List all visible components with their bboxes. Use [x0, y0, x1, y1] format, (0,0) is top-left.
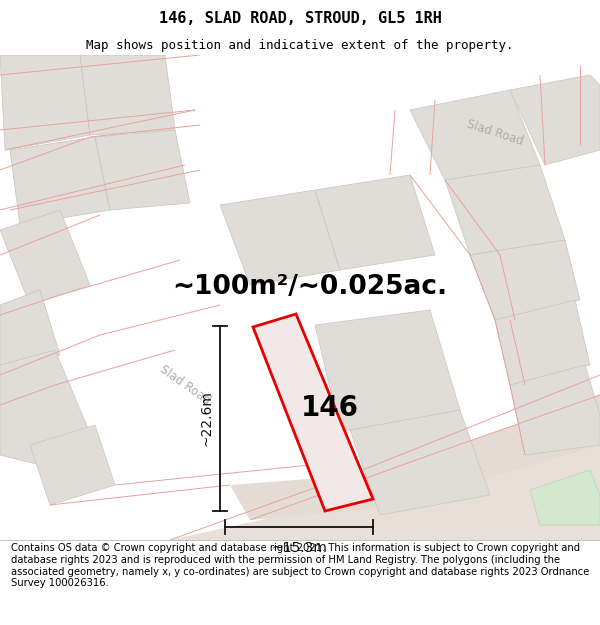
Polygon shape	[30, 425, 115, 505]
Polygon shape	[170, 445, 600, 540]
Polygon shape	[410, 90, 540, 180]
Polygon shape	[220, 190, 340, 285]
Polygon shape	[10, 137, 110, 225]
Polygon shape	[510, 365, 600, 455]
Polygon shape	[350, 410, 490, 515]
Polygon shape	[0, 290, 60, 365]
Polygon shape	[253, 314, 373, 511]
Polygon shape	[0, 350, 95, 465]
Text: ~15.3m: ~15.3m	[271, 541, 327, 555]
Polygon shape	[315, 310, 460, 430]
Text: 146, SLAD ROAD, STROUD, GL5 1RH: 146, SLAD ROAD, STROUD, GL5 1RH	[158, 11, 442, 26]
Text: Map shows position and indicative extent of the property.: Map shows position and indicative extent…	[86, 39, 514, 51]
Polygon shape	[95, 130, 190, 210]
Text: Slad Road: Slad Road	[157, 363, 213, 407]
Text: ~100m²/~0.025ac.: ~100m²/~0.025ac.	[172, 274, 448, 300]
Polygon shape	[495, 300, 590, 385]
Polygon shape	[470, 240, 580, 320]
Polygon shape	[315, 175, 435, 270]
Polygon shape	[510, 75, 600, 165]
Polygon shape	[0, 210, 90, 305]
Text: Slad Road: Slad Road	[465, 118, 525, 148]
Text: ~22.6m: ~22.6m	[199, 391, 213, 446]
Polygon shape	[530, 470, 600, 525]
Polygon shape	[80, 55, 175, 135]
Polygon shape	[0, 55, 90, 150]
Polygon shape	[445, 165, 565, 255]
Text: Contains OS data © Crown copyright and database right 2021. This information is : Contains OS data © Crown copyright and d…	[11, 543, 589, 588]
Text: 146: 146	[301, 394, 359, 422]
Polygon shape	[230, 395, 600, 520]
